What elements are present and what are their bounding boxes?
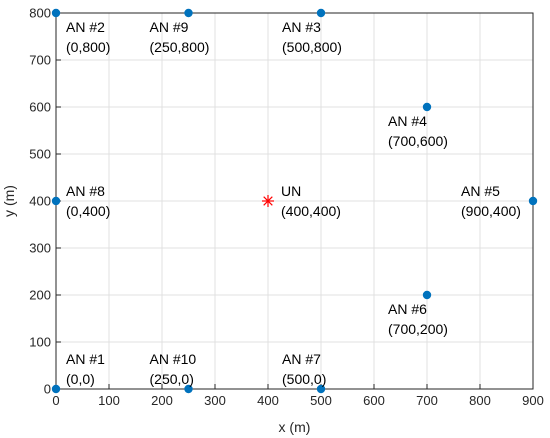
x-axis-label: x (m) xyxy=(279,419,311,435)
point-name-label: AN #5 xyxy=(461,183,500,199)
x-tick-label: 500 xyxy=(310,393,332,408)
x-tick-label: 200 xyxy=(151,393,173,408)
point-coord-label: (700,600) xyxy=(388,133,448,149)
point-name-label: AN #1 xyxy=(66,351,105,367)
x-tick-label: 300 xyxy=(204,393,226,408)
anchor-node-point xyxy=(51,384,61,394)
point-coord-label: (700,200) xyxy=(388,321,448,337)
anchor-node-point xyxy=(51,8,61,18)
y-tick-label: 700 xyxy=(29,53,51,68)
point-name-label: AN #8 xyxy=(66,183,105,199)
point-name-label: AN #6 xyxy=(388,301,427,317)
point-name-label: UN xyxy=(281,183,301,199)
data-points xyxy=(51,8,538,394)
y-tick-label: 400 xyxy=(29,194,51,209)
anchor-node-point xyxy=(184,8,193,18)
anchor-node-label: AN #2 (0,800) xyxy=(66,19,110,55)
point-coord-label: (900,400) xyxy=(461,203,521,219)
anchor-node-label: AN #6 (700,200) xyxy=(388,301,448,337)
point-coord-label: (250,0) xyxy=(150,371,194,387)
user-node-point xyxy=(262,195,274,207)
point-labels: AN #1(0,0)AN #2(0,800)AN #3(500,800)AN #… xyxy=(66,19,521,387)
y-tick-label: 600 xyxy=(29,100,51,115)
y-tick-label: 200 xyxy=(29,288,51,303)
anchor-node-label: AN #4 (700,600) xyxy=(388,113,448,149)
x-tick-label: 700 xyxy=(416,393,438,408)
anchor-node-label: AN #1 (0,0) xyxy=(66,351,105,387)
point-coord-label: (400,400) xyxy=(281,203,341,219)
y-tick-label: 500 xyxy=(29,147,51,162)
point-name-label: AN #4 xyxy=(388,113,427,129)
axis-ticks: 0 100 200 300 400 500 600 700 800 900 0 100 200 300 40… xyxy=(29,6,544,409)
anchor-node-point xyxy=(528,196,538,206)
anchor-node-point xyxy=(422,290,432,300)
point-coord-label: (0,800) xyxy=(66,39,110,55)
point-name-label: AN #9 xyxy=(150,19,189,35)
point-coord-label: (0,0) xyxy=(66,371,95,387)
anchor-node-label: AN #10 (250,0) xyxy=(150,351,197,387)
point-name-label: AN #2 xyxy=(66,19,105,35)
point-name-label: AN #10 xyxy=(150,351,197,367)
point-coord-label: (250,800) xyxy=(150,39,210,55)
x-tick-label: 0 xyxy=(52,393,59,408)
anchor-node-label: AN #5 (900,400) xyxy=(461,183,521,219)
point-name-label: AN #3 xyxy=(282,19,321,35)
anchor-node-label: AN #7 (500,0) xyxy=(282,351,326,387)
x-tick-label: 900 xyxy=(522,393,544,408)
anchor-node-label: AN #8 (0,400) xyxy=(66,183,110,219)
anchor-node-point xyxy=(51,196,61,206)
anchor-node-point xyxy=(316,384,326,394)
y-tick-label: 300 xyxy=(29,241,51,256)
anchor-node-point xyxy=(184,384,193,394)
x-tick-label: 400 xyxy=(257,393,279,408)
anchor-node-point xyxy=(316,8,326,18)
anchor-node-label: AN #3 (500,800) xyxy=(282,19,342,55)
user-node-label: UN (400,400) xyxy=(281,183,341,219)
x-tick-label: 600 xyxy=(363,393,385,408)
point-coord-label: (500,0) xyxy=(282,371,326,387)
point-coord-label: (500,800) xyxy=(282,39,342,55)
point-coord-label: (0,400) xyxy=(66,203,110,219)
x-tick-label: 100 xyxy=(98,393,120,408)
point-name-label: AN #7 xyxy=(282,351,321,367)
y-axis-label: y (m) xyxy=(1,185,17,217)
y-tick-label: 100 xyxy=(29,335,51,350)
y-tick-label: 800 xyxy=(29,6,51,21)
anchor-node-point xyxy=(422,102,432,112)
x-tick-label: 800 xyxy=(469,393,491,408)
anchor-node-label: AN #9 (250,800) xyxy=(150,19,210,55)
grid xyxy=(55,12,534,390)
y-tick-label: 0 xyxy=(44,382,51,397)
